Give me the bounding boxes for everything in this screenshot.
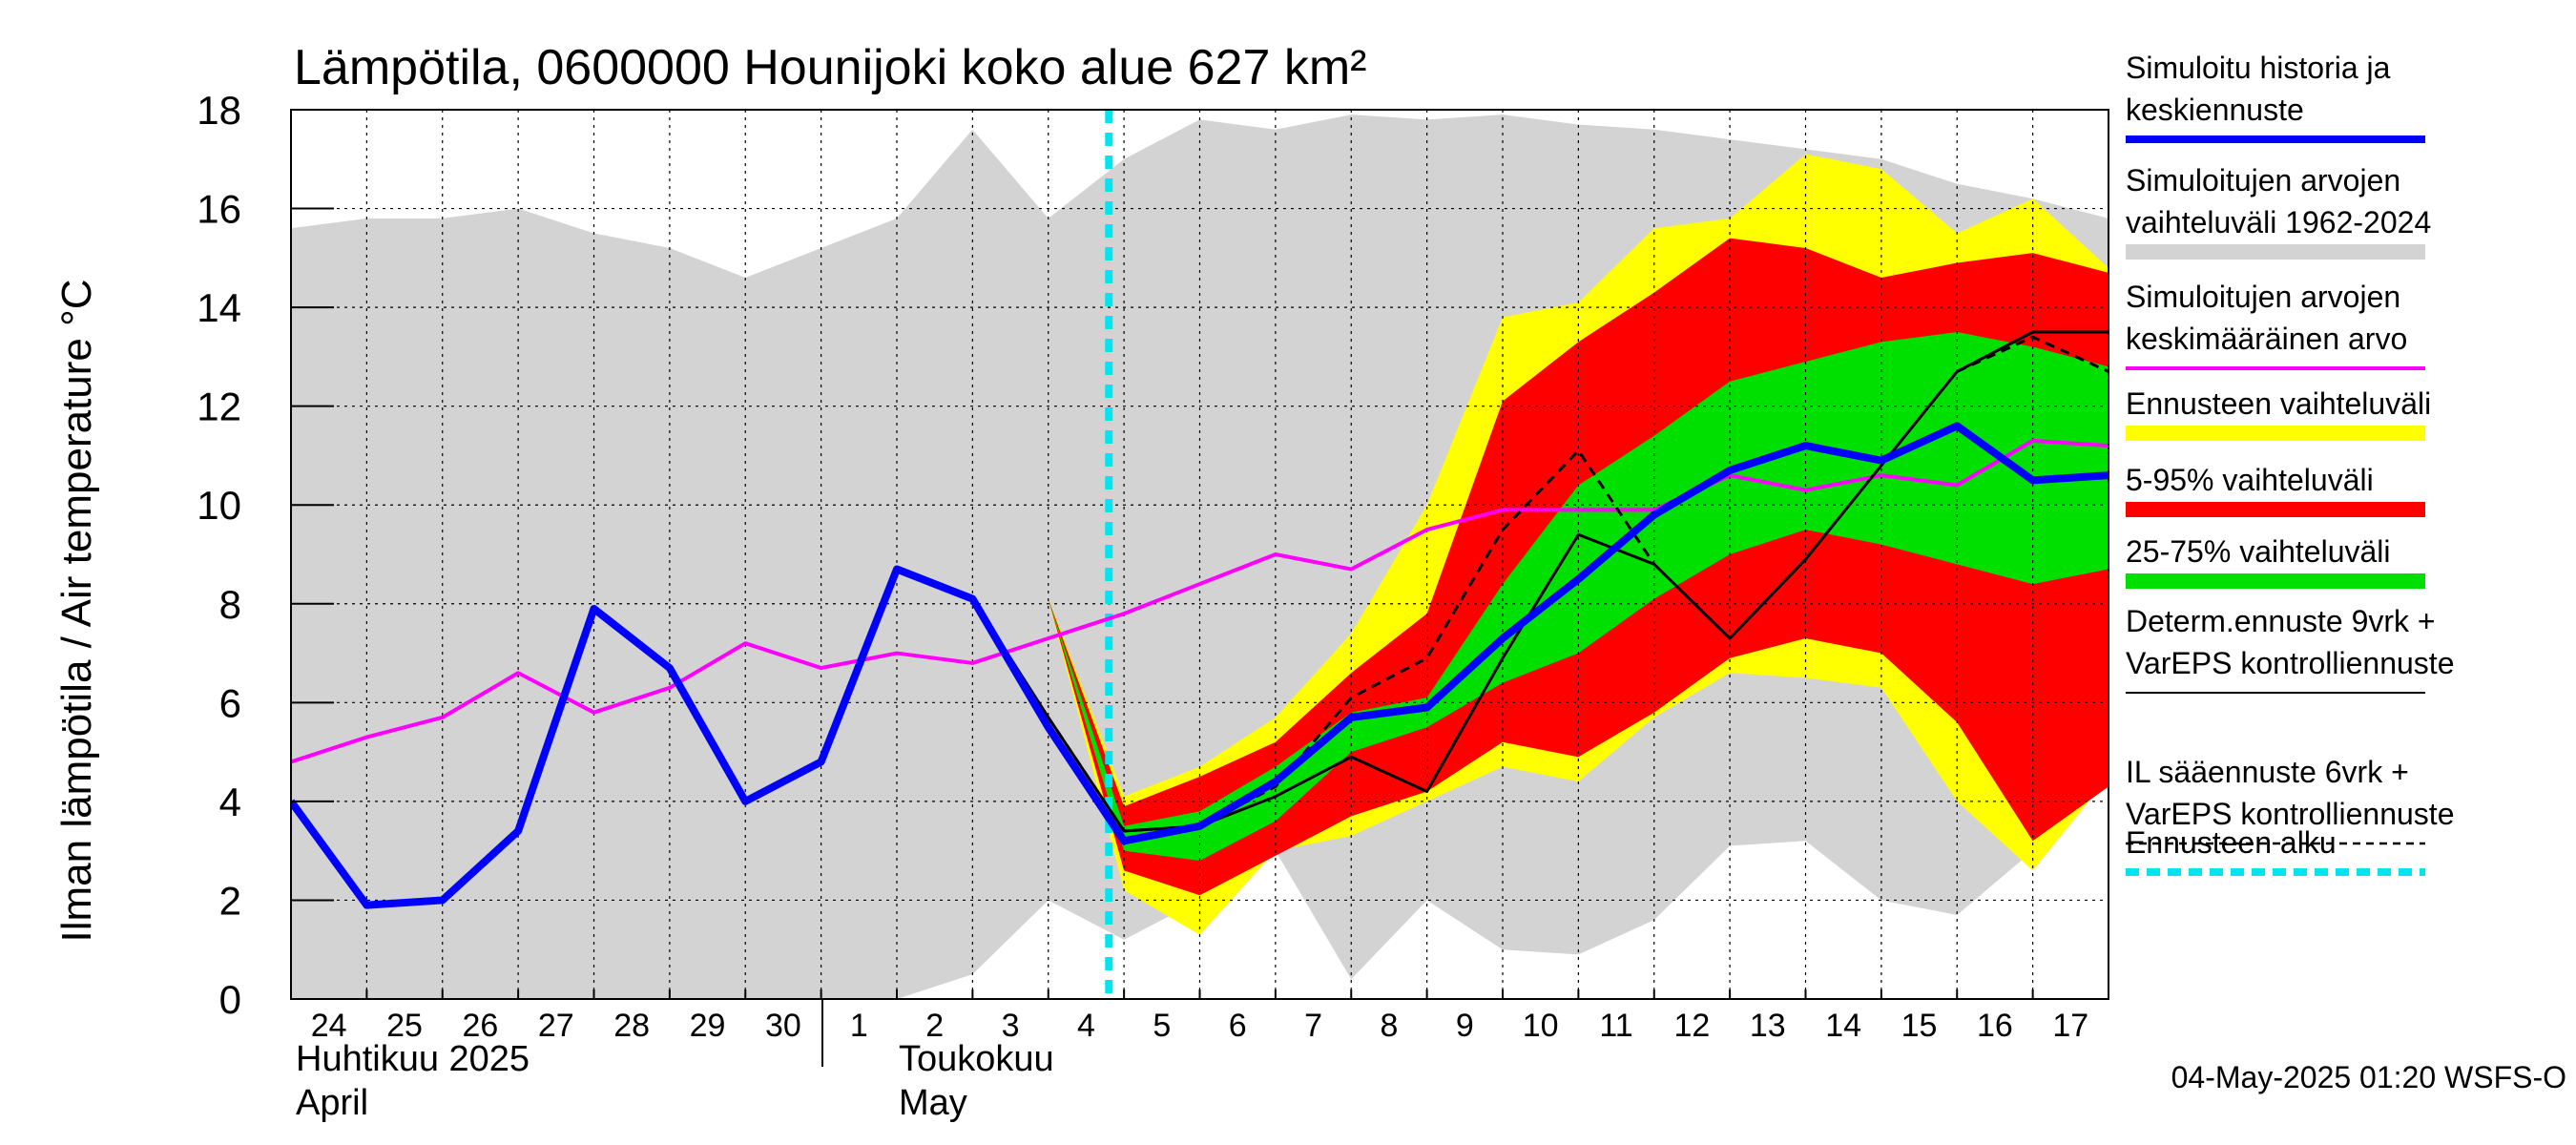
x-tick-label: 2: [925, 1008, 944, 1044]
x-tick-label: 12: [1674, 1008, 1711, 1044]
y-tick-label: 10: [197, 483, 241, 528]
x-tick-label: 13: [1750, 1008, 1786, 1044]
x-tick-label: 27: [538, 1008, 574, 1044]
series-layer: [291, 330, 2109, 909]
legend-label: 5-95% vaihteluväli: [2126, 463, 2374, 497]
y-tick-label: 8: [219, 582, 241, 627]
month-label-may-en: May: [899, 1083, 967, 1123]
x-tick-label: 30: [765, 1008, 801, 1044]
x-tick-label: 28: [613, 1008, 650, 1044]
y-tick-label: 0: [219, 977, 241, 1022]
x-tick-label: 11: [1599, 1008, 1632, 1044]
x-tick-label: 16: [1977, 1008, 2013, 1044]
x-tick-label: 8: [1380, 1008, 1398, 1044]
legend-label: Ennusteen vaihteluväli: [2126, 386, 2431, 421]
legend-label: VarEPS kontrolliennuste: [2126, 797, 2454, 831]
y-axis-ticks: 0 2 4 6 8 10 12 14 16 18: [197, 88, 334, 1022]
y-tick-label: 14: [197, 285, 241, 330]
x-tick-label: 6: [1229, 1008, 1247, 1044]
y-axis-label: Ilman lämpötila / Air temperature °C: [53, 280, 100, 943]
month-label-april-fi: Huhtikuu 2025: [296, 1039, 530, 1079]
p25-75-band: [1048, 332, 2109, 862]
legend-label: 25-75% vaihteluväli: [2126, 534, 2391, 569]
x-tick-label: 1: [850, 1008, 868, 1044]
plot-area: [291, 110, 2109, 999]
series-il-forecast-line-end: [1956, 335, 2109, 373]
x-tick-label: 29: [690, 1008, 726, 1044]
month-label-may-fi: Toukokuu: [899, 1039, 1054, 1079]
x-axis-ticks: 24 25 26 27 28 29 30 1 2 3 4 5 6 7 8 9 10 11 12 13 14 15 16 17: [290, 989, 2088, 1044]
bands-layer: [291, 114, 2109, 999]
month-label-april-en: April: [296, 1083, 368, 1123]
series-il-forecast-line: [1047, 448, 1655, 833]
chart-title: Lämpötila, 0600000 Hounijoki koko alue 6…: [294, 40, 1366, 95]
y-tick-label: 4: [219, 780, 241, 824]
x-tick-label: 10: [1523, 1008, 1559, 1044]
legend-label: Simuloitujen arvojen: [2126, 163, 2400, 198]
series-median-history-line: [291, 422, 2109, 909]
legend: Simuloitu historia ja keskiennuste Simuloi…: [2126, 51, 2454, 876]
x-tick-label: 5: [1153, 1008, 1171, 1044]
x-tick-label: 15: [1901, 1008, 1938, 1044]
x-tick-label: 26: [463, 1008, 499, 1044]
y-tick-label: 6: [219, 680, 241, 725]
legend-label: VarEPS kontrolliennuste: [2126, 646, 2454, 680]
series-mean-line: [291, 438, 2109, 764]
x-tick-label: 7: [1304, 1008, 1322, 1044]
legend-label: Determ.ennuste 9vrk +: [2126, 604, 2436, 638]
x-tick-label: 4: [1077, 1008, 1095, 1044]
x-tick-label: 17: [2052, 1008, 2088, 1044]
x-tick-label: 24: [311, 1008, 347, 1044]
legend-label: Simuloitu historia ja: [2126, 51, 2391, 85]
x-tick-label: 14: [1825, 1008, 1861, 1044]
legend-label: Simuloitujen arvojen: [2126, 280, 2400, 314]
legend-label: IL sääennuste 6vrk +: [2126, 755, 2409, 789]
legend-label: Ennusteen alku: [2126, 825, 2337, 860]
y-tick-label: 12: [197, 385, 241, 429]
legend-label: keskimääräinen arvo: [2126, 322, 2407, 356]
legend-label: keskiennuste: [2126, 93, 2304, 127]
x-tick-label: 25: [386, 1008, 423, 1044]
y-tick-label: 16: [197, 187, 241, 232]
footer-timestamp: 04-May-2025 01:20 WSFS-O: [2171, 1060, 2566, 1094]
x-tick-label: 3: [1002, 1008, 1020, 1044]
y-tick-label: 2: [219, 878, 241, 923]
legend-label: vaihteluväli 1962-2024: [2126, 205, 2431, 239]
series-deterministic-line: [896, 330, 2109, 833]
y-tick-label: 18: [197, 88, 241, 133]
x-tick-label: 9: [1456, 1008, 1474, 1044]
